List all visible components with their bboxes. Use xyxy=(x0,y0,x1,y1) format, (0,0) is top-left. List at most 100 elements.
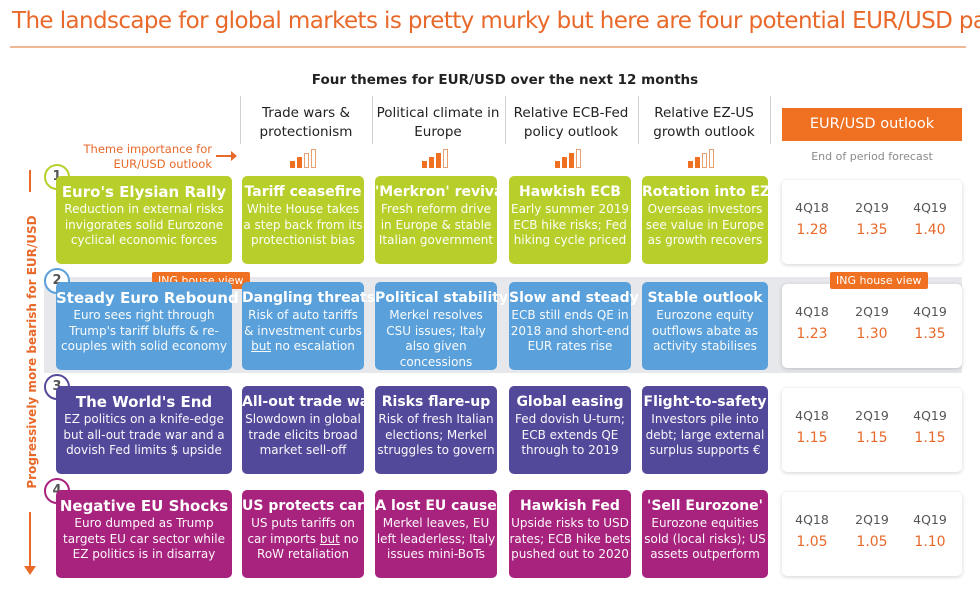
theme-header-growth: Relative EZ-US growth outlook xyxy=(653,105,755,140)
themes-subtitle: Four themes for EUR/USD over the next 12… xyxy=(311,72,699,88)
theme-cell-title: 'Sell Eurozone' xyxy=(647,498,763,514)
bearish-axis: Progressively more bearish for EUR/USD xyxy=(20,170,42,575)
theme-cell-title: Global easing xyxy=(516,394,624,410)
scenario-name: Steady Euro Rebound xyxy=(56,289,239,307)
theme-cell-desc: Risk of auto tariffs & investment curbs … xyxy=(244,308,362,353)
column-divider xyxy=(770,96,771,144)
quarter-label: 4Q19 xyxy=(913,200,947,215)
importance-bar xyxy=(297,157,302,168)
theme-header-policy: Relative ECB-Fed policy outlook xyxy=(513,105,629,140)
importance-bar xyxy=(422,161,427,168)
quarter-label: 2Q19 xyxy=(855,304,889,319)
forecast-value: 1.30 xyxy=(856,326,888,342)
theme-cell-desc: Fed dovish U-turn; ECB extends QE throug… xyxy=(515,412,625,457)
theme-cell: Risks flare-up Risk of fresh Italian ele… xyxy=(375,386,497,474)
theme-cell: Slow and steady ECB still ends QE in 201… xyxy=(509,282,639,370)
importance-bar xyxy=(443,149,448,168)
forecast-value: 1.23 xyxy=(796,326,828,342)
forecast-subheader: End of period forecast xyxy=(811,150,933,163)
forecast-card-4: 4Q18 1.05 2Q19 1.05 4Q19 1.10 xyxy=(782,492,962,576)
arrow-down-icon xyxy=(24,566,36,575)
theme-cell-desc: Investors pile into debt; large external… xyxy=(645,412,765,457)
ing-house-view-tag: ING house view xyxy=(830,272,928,289)
importance-bar xyxy=(688,161,693,168)
importance-bar xyxy=(436,153,441,168)
quarter-label: 2Q19 xyxy=(855,408,889,423)
importance-bars-icon xyxy=(688,148,724,168)
forecast-value: 1.05 xyxy=(856,534,888,550)
importance-bars-icon xyxy=(290,148,326,168)
importance-bar xyxy=(562,157,567,168)
theme-cell-desc: Merkel resolves CSU issues; Italy also g… xyxy=(386,308,486,369)
theme-cell-title: Hawkish Fed xyxy=(520,498,620,514)
forecast-value: 1.35 xyxy=(856,222,888,238)
quarter-label: 4Q18 xyxy=(795,304,829,319)
theme-cell: 'Merkron' revival Fresh reform drive in … xyxy=(375,176,509,264)
scenario-name: The World's End xyxy=(75,393,213,411)
column-divider xyxy=(372,96,373,144)
quarter-label: 4Q18 xyxy=(795,512,829,527)
theme-header-politics: Political climate in Europe xyxy=(376,105,500,140)
importance-bar xyxy=(702,153,707,168)
quarter-label: 2Q19 xyxy=(855,512,889,527)
importance-bars-icon xyxy=(555,148,591,168)
scenario-card-4: Negative EU Shocks Euro dumped as Trump … xyxy=(56,490,232,578)
theme-cell: Hawkish Fed Upside risks to USD rates; E… xyxy=(509,490,631,578)
forecast-value: 1.15 xyxy=(796,430,828,446)
theme-cell-desc: Overseas investors see value in Europe a… xyxy=(645,202,765,247)
theme-cell-title: Risks flare-up xyxy=(381,394,491,410)
theme-cell: Flight-to-safety Investors pile into deb… xyxy=(642,386,768,474)
forecast-card-3: 4Q18 1.15 2Q19 1.15 4Q19 1.15 xyxy=(782,388,962,472)
quarter-label: 4Q18 xyxy=(795,408,829,423)
theme-cell-desc: Early summer 2019 ECB hike risks; Fed hi… xyxy=(510,202,630,247)
scenario-desc: Euro sees right through Trump's tariff b… xyxy=(61,308,227,353)
importance-bar xyxy=(695,157,700,168)
theme-cell-desc: Slowdown in global trade elicits broad m… xyxy=(245,412,361,457)
forecast-value: 1.15 xyxy=(856,430,888,446)
importance-bar xyxy=(429,157,434,168)
importance-bars-icon xyxy=(422,148,458,168)
theme-cell: Political stability Merkel resolves CSU … xyxy=(375,282,509,370)
theme-cell-title: Dangling threats xyxy=(242,290,376,306)
forecast-value: 1.28 xyxy=(796,222,828,238)
theme-cell-desc: Merkel leaves, EU left leaderless; Italy… xyxy=(376,516,496,561)
scenario-name: Euro's Elysian Rally xyxy=(61,183,227,201)
theme-cell-desc: Upside risks to USD rates; ECB hike bets… xyxy=(509,516,631,561)
importance-bar xyxy=(311,149,316,168)
forecast-value: 1.35 xyxy=(914,326,946,342)
forecast-value: 1.40 xyxy=(914,222,946,238)
theme-cell-desc: Eurozone equity outflows abate as activi… xyxy=(651,308,759,353)
forecast-value: 1.10 xyxy=(914,534,946,550)
theme-cell: Dangling threats Risk of auto tariffs & … xyxy=(242,282,376,370)
theme-cell-title: Stable outlook xyxy=(647,290,763,306)
quarter-label: 4Q18 xyxy=(795,200,829,215)
theme-cell: All-out trade war Slowdown in global tra… xyxy=(242,386,377,474)
bearish-axis-label: Progressively more bearish for EUR/USD xyxy=(22,192,42,512)
importance-bar xyxy=(290,161,295,168)
theme-cell-title: A lost EU cause xyxy=(375,498,497,514)
quarter-label: 2Q19 xyxy=(855,200,889,215)
theme-importance-label: Theme importance for EUR/USD outlook xyxy=(83,142,213,171)
quarter-label: 4Q19 xyxy=(913,512,947,527)
scenario-card-1: Euro's Elysian Rally Reduction in extern… xyxy=(56,176,232,264)
scenario-name: Negative EU Shocks xyxy=(59,497,229,515)
scenario-desc: EZ politics on a knife-edge but all-out … xyxy=(63,412,225,457)
theme-cell-desc: Eurozone equities sold (local risks); US… xyxy=(644,516,766,561)
theme-cell-title: Flight-to-safety xyxy=(643,394,767,410)
page-title: The landscape for global markets is pret… xyxy=(12,8,980,34)
theme-cell-title: All-out trade war xyxy=(242,394,377,410)
scenario-card-3: The World's End EZ politics on a knife-e… xyxy=(56,386,232,474)
theme-cell-title: US protects cars xyxy=(242,498,373,514)
column-divider xyxy=(638,96,639,144)
theme-header-trade-wars: Trade wars & protectionism xyxy=(259,105,353,140)
quarter-label: 4Q19 xyxy=(913,304,947,319)
forecast-value: 1.15 xyxy=(914,430,946,446)
forecast-card-2: 4Q18 1.23 2Q19 1.30 4Q19 1.35 xyxy=(782,284,962,368)
arrow-right-icon xyxy=(216,151,237,161)
theme-cell: Global easing Fed dovish U-turn; ECB ext… xyxy=(509,386,631,474)
theme-cell: Rotation into EZ Overseas investors see … xyxy=(642,176,770,264)
theme-cell: Stable outlook Eurozone equity outflows … xyxy=(642,282,768,370)
theme-cell-title: 'Merkron' revival xyxy=(375,184,509,200)
theme-cell-title: Hawkish ECB xyxy=(519,184,621,200)
theme-cell-title: Political stability xyxy=(375,290,509,306)
